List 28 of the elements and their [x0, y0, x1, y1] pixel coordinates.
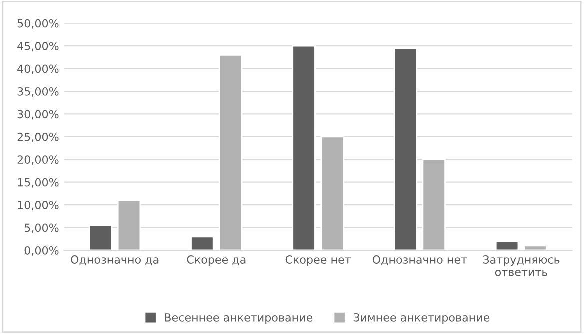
y-tick-label: 15,00%: [18, 178, 59, 188]
bar: [394, 48, 418, 250]
bar: [88, 224, 113, 250]
bar: [524, 245, 548, 250]
y-tick-label: 35,00%: [18, 87, 59, 98]
y-tick-label: 30,00%: [18, 110, 59, 120]
y-tick-label: 5,00%: [24, 224, 59, 234]
x-tick-label: Затрудняюсь ответить: [483, 256, 560, 276]
bar: [422, 158, 446, 250]
y-tick-label: 45,00%: [18, 42, 59, 52]
y-tick-label: 50,00%: [18, 19, 59, 29]
x-tick-label: Однозначно нет: [372, 256, 468, 266]
y-tick-label: 10,00%: [18, 201, 59, 211]
y-tick-label: 20,00%: [18, 156, 59, 166]
x-tick-label: Скорее нет: [286, 256, 351, 266]
x-tick-label: Скорее да: [187, 256, 246, 266]
bar: [495, 240, 520, 250]
y-tick-label: 0,00%: [24, 246, 59, 256]
legend-label: Зимнее анкетирование: [354, 313, 490, 324]
bar: [219, 54, 243, 250]
bar: [117, 200, 142, 250]
bar: [292, 45, 316, 250]
bar: [190, 236, 214, 250]
legend-label: Весеннее анкетирование: [165, 314, 313, 324]
y-tick-label: 25,00%: [18, 132, 59, 142]
bar: [320, 136, 344, 250]
y-tick-label: 40,00%: [18, 64, 59, 74]
x-tick-label: Однозначно да: [71, 256, 159, 266]
